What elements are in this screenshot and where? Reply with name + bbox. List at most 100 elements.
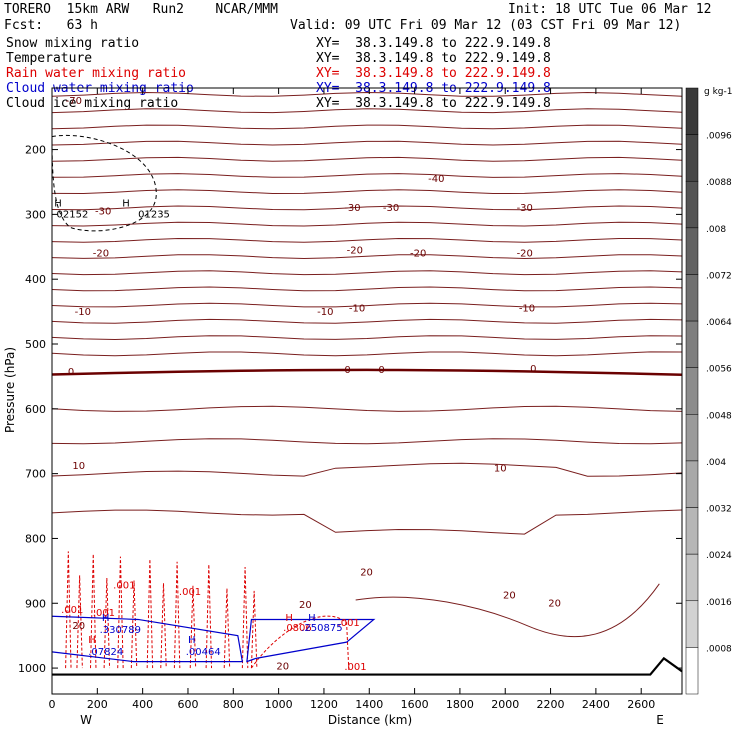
- rain-contour: [146, 559, 154, 669]
- legend-entry-xy: XY= 38.3.149.8 to 222.9.149.8: [316, 36, 551, 51]
- x-tick-label: 1200: [310, 698, 338, 711]
- x-tick-label: 800: [223, 698, 244, 711]
- y-tick-label: 500: [25, 338, 46, 351]
- colorbar-label: .0064: [706, 318, 732, 328]
- colorbar-label: .0096: [706, 132, 732, 142]
- colorbar-label: .0048: [706, 411, 732, 421]
- isotherm-line: [51, 237, 683, 243]
- temperature-contour-label: -10: [519, 304, 535, 315]
- temperature-contour-label: -20: [347, 245, 363, 256]
- colorbar-segment: [685, 367, 699, 415]
- temperature-contour-label: -10: [349, 304, 365, 315]
- x-tick-label: 2000: [491, 698, 519, 711]
- snow-contour-label: 02152: [57, 210, 89, 221]
- rain-contour-label: .0806: [283, 623, 312, 634]
- rain-contour-label: .001: [113, 580, 135, 591]
- isotherm-line: [51, 221, 683, 227]
- x-tick-label: 400: [132, 698, 153, 711]
- y-tick-label: 700: [25, 468, 46, 481]
- colorbar-segment: [685, 553, 699, 602]
- legend-entry-xy: XY= 38.3.149.8 to 222.9.149.8: [316, 96, 551, 111]
- rain-contour: [241, 566, 249, 669]
- x-tick-label: 600: [177, 698, 198, 711]
- legend-entry-xy: XY= 38.3.149.8 to 222.9.149.8: [316, 51, 551, 66]
- isotherm-line: [51, 189, 683, 195]
- rain-contour: [130, 580, 138, 669]
- y-tick-label: 300: [25, 208, 46, 221]
- isotherm-line: [51, 270, 683, 276]
- plot-area: -70 -40 -30 -30 -30 -30 -20 -20 -20 -20 -10 -10 -10 -…: [51, 91, 683, 676]
- temperature-contour-label: 20: [72, 621, 85, 632]
- rain-contour-label: .001: [93, 608, 115, 619]
- temperature-contour-label: -10: [75, 307, 91, 318]
- colorbar-segment: [685, 460, 699, 508]
- temperature-contour-label: 20: [276, 661, 289, 672]
- east-label: E: [656, 713, 664, 727]
- colorbar-segment: [685, 134, 699, 182]
- rain-contour: [223, 588, 231, 669]
- x-tick-label: 1400: [355, 698, 383, 711]
- isotherm-line: [51, 318, 683, 324]
- isotherm-line: [51, 286, 683, 292]
- colorbar-label: .0016: [706, 598, 732, 608]
- isotherm-line: [51, 509, 683, 535]
- temperature-contour-label: -40: [428, 174, 444, 185]
- rain-contour-label: .001: [61, 605, 83, 616]
- isotherm-line: [51, 173, 683, 178]
- cloud-water-contour-label: .07824: [88, 647, 123, 658]
- isotherm-line: [51, 108, 683, 114]
- rain-contour: [90, 553, 97, 669]
- temperature-contour-label: -30: [95, 206, 111, 217]
- terrain-line: [52, 656, 683, 676]
- temperature-contour-label: 20: [548, 599, 561, 610]
- maximum-marker: H: [54, 199, 62, 210]
- temperature-contour-label: -30: [383, 203, 399, 214]
- snow-contour-label: 01235: [138, 210, 170, 221]
- maximum-marker: H: [102, 613, 110, 624]
- isotherm-line: [355, 583, 660, 638]
- x-tick-label: 2200: [537, 698, 565, 711]
- colorbar-segment: [685, 180, 699, 229]
- y-tick-label: 900: [25, 597, 46, 610]
- colorbar-label: .004: [706, 458, 726, 468]
- temperature-contour-label: -30: [344, 203, 360, 214]
- isotherm-line: [51, 351, 683, 357]
- forecast-hour: Fcst: 63 h: [4, 18, 98, 33]
- model-title: TORERO 15km ARW Run2 NCAR/MMM: [4, 2, 278, 17]
- cloud-water-contour-label: .330789: [100, 625, 141, 636]
- cloud-water-contour-label: .250875: [301, 623, 342, 634]
- colorbar-label: .008: [706, 225, 726, 235]
- maximum-marker: H: [88, 635, 96, 646]
- x-tick-label: 2400: [582, 698, 610, 711]
- x-tick-label: 1600: [401, 698, 429, 711]
- temperature-contour-label: 20: [299, 600, 312, 611]
- colorbar: .0096 .0088 .008 .0072 .0064 .0056 .0048 .004 .0…: [685, 87, 732, 695]
- rain-contour: [173, 561, 181, 669]
- x-tick-label: 0: [49, 698, 56, 711]
- temperature-contour-label: 0: [378, 365, 384, 376]
- isotherm-line: [51, 254, 683, 260]
- rain-contour: [76, 575, 83, 669]
- maximum-marker: H: [188, 635, 196, 646]
- rain-contour: [160, 583, 167, 669]
- temperature-contour-label: -10: [317, 307, 333, 318]
- rain-contour: [103, 577, 111, 669]
- colorbar-segment: [685, 320, 699, 368]
- rain-contour: [250, 590, 258, 669]
- x-tick-label: 1000: [265, 698, 293, 711]
- colorbar-label: .0008: [706, 644, 732, 654]
- y-tick-label: 1000: [18, 662, 46, 675]
- colorbar-segment: [685, 414, 699, 462]
- colorbar-segment: [685, 507, 699, 555]
- colorbar-segment: [685, 227, 699, 275]
- temperature-contour-label: -70: [66, 96, 82, 107]
- x-tick-label: 200: [87, 698, 108, 711]
- legend-entry-name: Temperature: [6, 51, 93, 66]
- isotherm-line: [51, 140, 683, 146]
- colorbar-segment: [685, 647, 699, 695]
- rain-contour-label: .001: [344, 662, 366, 673]
- temperature-contour-label: 20: [360, 567, 373, 578]
- rain-contour: [205, 564, 213, 669]
- cloud-water-contour: [51, 615, 244, 663]
